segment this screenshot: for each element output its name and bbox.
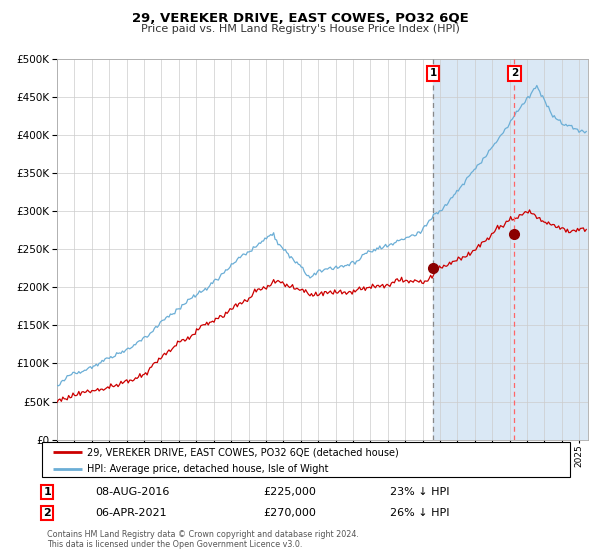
Text: £270,000: £270,000: [264, 508, 317, 518]
Text: 08-AUG-2016: 08-AUG-2016: [95, 487, 169, 497]
Text: 1: 1: [43, 487, 51, 497]
Text: 2: 2: [511, 68, 518, 78]
FancyBboxPatch shape: [42, 442, 570, 477]
Text: 23% ↓ HPI: 23% ↓ HPI: [391, 487, 450, 497]
Text: Price paid vs. HM Land Registry's House Price Index (HPI): Price paid vs. HM Land Registry's House …: [140, 24, 460, 34]
Text: HPI: Average price, detached house, Isle of Wight: HPI: Average price, detached house, Isle…: [87, 464, 328, 474]
Text: 06-APR-2021: 06-APR-2021: [95, 508, 166, 518]
Text: 29, VEREKER DRIVE, EAST COWES, PO32 6QE: 29, VEREKER DRIVE, EAST COWES, PO32 6QE: [131, 12, 469, 25]
Text: 1: 1: [430, 68, 437, 78]
Text: £225,000: £225,000: [264, 487, 317, 497]
Bar: [433, 59, 600, 440]
Text: 29, VEREKER DRIVE, EAST COWES, PO32 6QE (detached house): 29, VEREKER DRIVE, EAST COWES, PO32 6QE …: [87, 447, 398, 457]
Text: 26% ↓ HPI: 26% ↓ HPI: [391, 508, 450, 518]
Text: Contains HM Land Registry data © Crown copyright and database right 2024.
This d: Contains HM Land Registry data © Crown c…: [47, 530, 359, 549]
Text: 2: 2: [43, 508, 51, 518]
